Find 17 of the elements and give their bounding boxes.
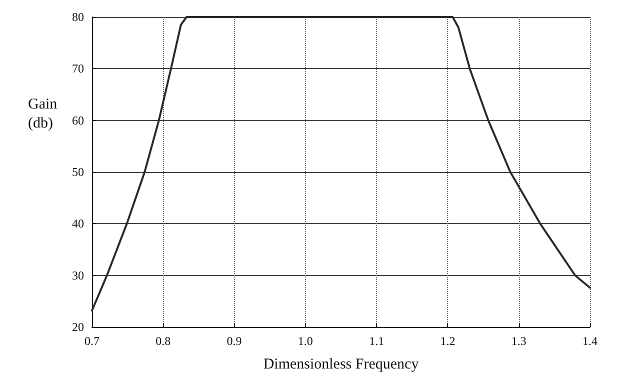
x-tick-label: 1.2 — [440, 334, 456, 348]
y-tick-label: 80 — [72, 10, 84, 24]
y-tick-label: 40 — [72, 216, 84, 231]
y-tick-label: 30 — [72, 268, 84, 282]
x-tick-label: 1.3 — [511, 334, 526, 348]
x-axis-title: Dimensionless Frequency — [263, 356, 420, 372]
x-tick-label: 1.4 — [582, 334, 598, 348]
x-tick-label: 0.7 — [84, 334, 100, 348]
x-tick-label: 1.1 — [369, 334, 384, 348]
x-tick-label: 1.0 — [298, 334, 313, 348]
y-tick-label: 60 — [72, 113, 84, 128]
x-tick-label: 0.9 — [226, 334, 242, 348]
x-tick-label: 0.8 — [156, 334, 171, 348]
y-tick-label: 70 — [72, 62, 84, 76]
y-tick-label: 20 — [72, 320, 84, 334]
y-axis-title: Gain (db) — [28, 96, 58, 132]
y-tick-label: 50 — [72, 165, 84, 179]
